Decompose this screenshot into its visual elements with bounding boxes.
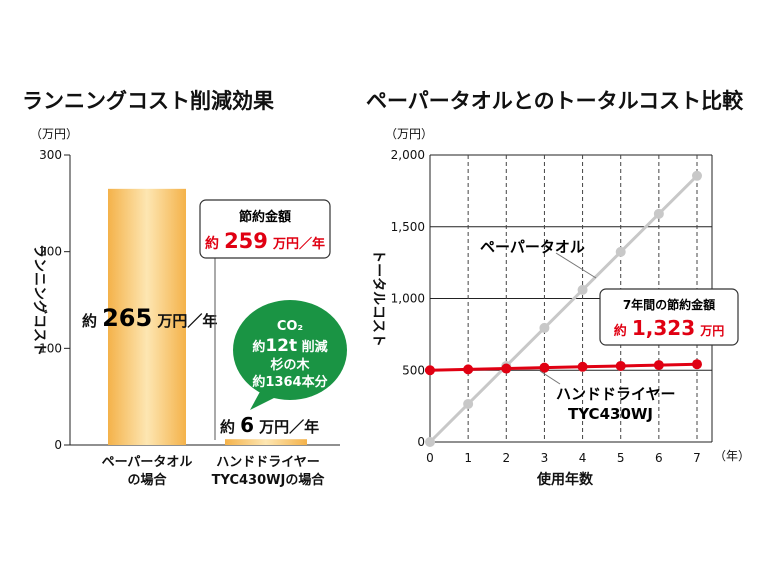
savings-right-prefix: 約 — [614, 323, 627, 339]
right-y-tick-label: 0 — [417, 435, 425, 449]
hand-dryer-point — [653, 360, 664, 371]
savings-box-left-title: 節約金額 — [239, 209, 291, 225]
left-y-tick-label: 0 — [54, 438, 62, 452]
left-y-label: ランニングコスト — [31, 244, 48, 356]
bar-label-paper-prefix: 約 — [82, 312, 97, 330]
savings-right-value: 1,323 — [632, 316, 695, 340]
right-y-tick-label: 1,500 — [391, 220, 425, 234]
hand-dryer-point — [463, 364, 474, 375]
savings-box-right-title: 7年間の節約金額 — [623, 297, 715, 312]
left-y-tick-label: 200 — [39, 245, 62, 259]
hand-dryer-point — [539, 362, 550, 373]
right-x-tick-label: 1 — [464, 451, 472, 465]
co2-line1: CO₂ — [277, 319, 303, 334]
savings-left-value: 259 — [224, 229, 268, 253]
bar-label-paper-value: 265 — [102, 304, 152, 332]
right-x-tick-label: 3 — [541, 451, 549, 465]
dryer-series-label-line2: TYC430WJ — [568, 405, 653, 423]
savings-box-left — [199, 199, 331, 259]
category-paper-line2: の場合 — [127, 472, 167, 488]
hand-dryer-point — [692, 359, 702, 370]
right-y-label: トータルコスト — [370, 249, 386, 347]
bar-label-dryer: 約 6 万円／年 — [220, 413, 319, 437]
paper-towel-line — [428, 174, 699, 444]
savings-box-right — [599, 288, 739, 346]
paper-series-leader — [555, 252, 597, 279]
hand-dryer-point — [615, 360, 626, 371]
bar-label-dryer-suffix: 万円／年 — [258, 418, 319, 436]
co2-line4: 約1364本分 — [252, 374, 327, 390]
dryer-series-leader — [539, 370, 561, 385]
right-y-tick-label: 1,000 — [391, 292, 425, 306]
right-lines — [425, 170, 702, 447]
right-y-unit: （万円） — [385, 127, 433, 141]
left-y-ticks: 0 100 200 300 — [39, 148, 70, 452]
right-x-tick-label: 4 — [579, 451, 587, 465]
co2-line2: 約12t 削減 — [252, 336, 327, 356]
left-chart: ランニングコスト削減効果 （万円） 0 100 200 300 ランニングコスト 約 … — [22, 89, 347, 488]
right-x-tick-label: 2 — [502, 451, 510, 465]
right-x-tick-label: 5 — [617, 451, 625, 465]
right-x-label: 使用年数 — [536, 471, 594, 488]
right-x-tick-label: 6 — [655, 451, 663, 465]
left-chart-title: ランニングコスト削減効果 — [22, 89, 274, 113]
right-chart: ペーパータオルとのトータルコスト比較 （万円） 0 500 1,000 1,500 2,… — [366, 89, 750, 488]
category-dryer-line1: ハンドドライヤー — [216, 455, 320, 470]
co2-line3: 杉の木 — [270, 357, 310, 373]
paper-towel-point — [425, 437, 435, 447]
right-y-tick-label: 500 — [402, 363, 425, 377]
savings-left-suffix: 万円／年 — [272, 236, 325, 252]
bar-label-dryer-value: 6 — [240, 413, 254, 437]
paper-towel-point — [615, 246, 626, 257]
left-bars — [108, 188, 307, 446]
bar-label-paper: 約 265 万円／年 — [82, 304, 217, 332]
category-paper-line1: ペーパータオル — [102, 455, 193, 470]
paper-towel-point — [692, 170, 702, 181]
right-chart-title: ペーパータオルとのトータルコスト比較 — [366, 89, 744, 113]
bar-label-dryer-prefix: 約 — [220, 418, 235, 436]
hand-dryer-point — [425, 365, 435, 376]
right-x-unit: （年） — [714, 449, 750, 463]
bar-label-paper-suffix: 万円／年 — [156, 312, 217, 330]
paper-towel-point — [653, 208, 664, 219]
right-y-tick-label: 2,000 — [391, 148, 425, 162]
paper-towel-point — [463, 398, 474, 409]
savings-left-prefix: 約 — [205, 235, 219, 252]
savings-box-right-amount: 約 1,323 万円 — [614, 316, 724, 340]
paper-towel-point — [577, 284, 588, 295]
paper-towel-point — [539, 322, 550, 333]
co2-badge-tail — [250, 388, 280, 410]
bar-paper-towel — [108, 188, 186, 446]
left-y-tick-label: 300 — [39, 148, 62, 162]
left-y-tick-label: 100 — [39, 341, 62, 355]
right-ticks: 0 500 1,000 1,500 2,000 0 1 2 3 4 5 6 7 — [391, 148, 701, 465]
savings-box-left-amount: 約 259 万円／年 — [205, 229, 325, 253]
paper-series-label: ペーパータオル — [480, 238, 585, 256]
category-dryer-line2: TYC430WJの場合 — [212, 472, 326, 488]
right-x-tick-label: 7 — [693, 451, 701, 465]
bar-hand-dryer — [225, 439, 307, 445]
co2-badge — [233, 300, 347, 400]
hand-dryer-point — [577, 361, 588, 372]
left-y-unit: （万円） — [30, 127, 78, 141]
savings-right-suffix: 万円 — [699, 324, 724, 338]
dryer-series-label-line1: ハンドドライヤー — [556, 385, 676, 403]
hand-dryer-point — [501, 363, 512, 374]
right-x-tick-label: 0 — [426, 451, 434, 465]
